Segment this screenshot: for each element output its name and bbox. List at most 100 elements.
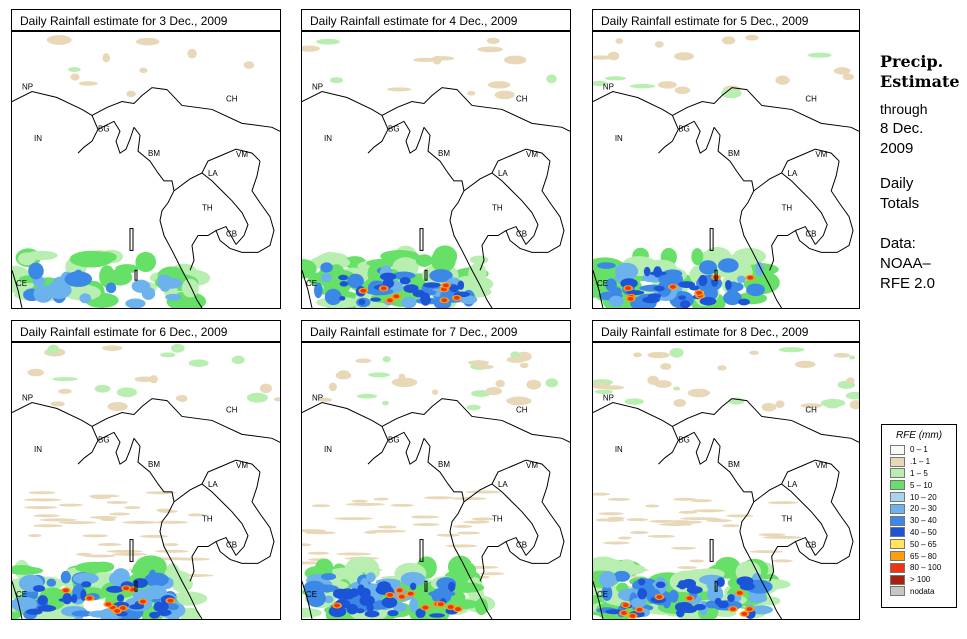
rain-cell <box>720 88 742 99</box>
rain-cell <box>170 343 185 353</box>
legend-label: 80 – 100 <box>910 563 942 573</box>
rain-cell <box>674 52 694 61</box>
legend-swatch <box>890 503 905 514</box>
rain-cell <box>107 401 128 411</box>
country-border <box>215 160 275 253</box>
totals-label: Totals <box>880 195 920 212</box>
rain-cell <box>645 504 660 508</box>
rain-cell <box>431 56 455 61</box>
rain-cell <box>653 266 662 278</box>
rain-cell <box>504 55 527 65</box>
rain-cell <box>654 380 672 388</box>
country-border <box>781 172 828 245</box>
rain-cell <box>339 588 356 600</box>
rain-cell <box>721 36 736 45</box>
rain-cell <box>519 362 529 369</box>
rainfall-map-panel: NP CH IN BG BM VM LA TH CB CE <box>592 31 860 309</box>
rain-cell <box>88 610 115 618</box>
rain-cell <box>338 274 349 281</box>
rain-cell <box>149 613 159 619</box>
legend-swatch <box>890 586 905 597</box>
country-border <box>658 440 679 465</box>
country-label: BG <box>678 435 689 444</box>
country-label: CH <box>226 406 238 415</box>
rain-cell <box>311 584 339 593</box>
rain-cell <box>677 566 697 570</box>
country-label: VM <box>526 461 538 470</box>
rain-cell <box>467 360 490 366</box>
rain-cell <box>456 531 481 535</box>
rain-cell <box>339 296 346 301</box>
end-year: 2009 <box>880 140 914 157</box>
rain-cell <box>607 51 620 61</box>
island-outline <box>424 269 428 281</box>
country-label: TH <box>202 515 213 524</box>
country-label: BM <box>438 460 450 469</box>
country-border <box>505 471 565 564</box>
rain-cell <box>459 295 478 305</box>
country-label: CH <box>516 95 528 104</box>
rain-cell <box>673 386 681 391</box>
rain-cell <box>33 514 60 518</box>
rain-cell <box>658 523 693 527</box>
rain-cell <box>78 81 98 86</box>
country-label: CE <box>597 279 608 288</box>
country-border <box>12 91 93 116</box>
rain-cell <box>379 272 397 281</box>
rain-cell <box>643 266 651 277</box>
rain-cell <box>28 491 56 495</box>
heading-precip: Precip. <box>880 52 944 71</box>
rain-cell <box>370 297 382 302</box>
rain-cell <box>771 559 793 563</box>
legend-label: 20 – 30 <box>910 504 937 514</box>
rain-cell <box>387 609 399 617</box>
country-border <box>77 129 99 154</box>
legend-label: 30 – 40 <box>910 516 937 526</box>
rain-cell <box>689 285 700 291</box>
rain-cell <box>334 603 341 608</box>
rainfall-map-panel: NP CH IN BG BM VM LA TH CB CE <box>592 342 860 620</box>
rain-cell <box>60 570 71 584</box>
rain-cell <box>457 280 465 290</box>
rain-cell <box>601 585 613 601</box>
rain-cell <box>442 283 449 288</box>
rain-cell <box>653 285 665 292</box>
legend-label: 1 – 5 <box>910 468 928 478</box>
rain-cell <box>485 386 503 396</box>
rain-cell <box>71 593 78 603</box>
rain-cell <box>725 514 754 518</box>
legend-label: 0 – 1 <box>910 445 928 455</box>
rain-cell <box>506 356 526 363</box>
rain-cell <box>749 350 759 356</box>
country-border <box>367 129 389 154</box>
country-label: CB <box>516 230 527 239</box>
country-label: CE <box>306 279 317 288</box>
rain-cell <box>359 594 375 607</box>
panel-title-2: Daily Rainfall estimate for 4 Dec., 2009 <box>301 9 571 31</box>
rain-cell <box>302 529 326 533</box>
rain-cell <box>71 610 93 617</box>
rain-cell <box>139 599 146 604</box>
rain-cell <box>430 249 456 273</box>
country-border <box>302 581 313 619</box>
country-border <box>593 91 673 116</box>
rain-cell <box>825 402 840 409</box>
rain-cell <box>407 591 414 596</box>
rain-cell <box>335 371 352 380</box>
rain-cell <box>243 61 255 69</box>
rain-cell <box>422 605 429 610</box>
panel-title-4: Daily Rainfall estimate for 6 Dec., 2009 <box>11 320 281 342</box>
rain-cell <box>506 396 532 406</box>
heading-estimate: Estimate <box>880 72 960 91</box>
rain-cell <box>747 275 754 280</box>
panel-title-6: Daily Rainfall estimate for 8 Dec., 2009 <box>592 320 860 342</box>
rain-cell <box>320 573 337 581</box>
rain-cell <box>79 293 92 304</box>
rain-cell <box>615 38 624 44</box>
daily-label: Daily <box>880 175 914 192</box>
country-border <box>463 459 551 503</box>
rain-cell <box>47 344 60 355</box>
rain-cell <box>730 607 736 612</box>
country-border <box>593 402 673 427</box>
rain-cell <box>462 562 477 580</box>
